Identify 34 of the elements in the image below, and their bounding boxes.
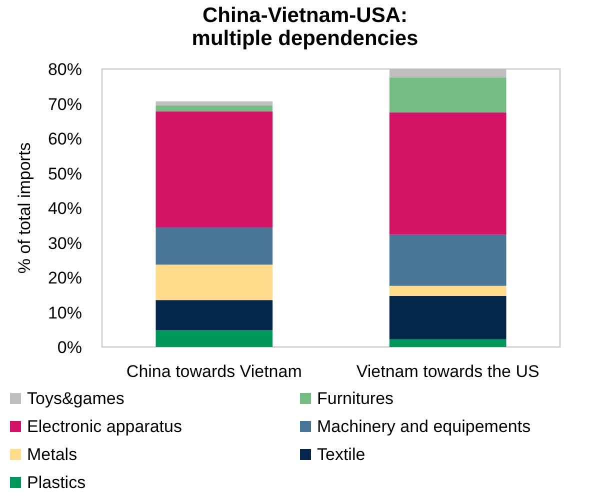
legend-label: Textile: [317, 445, 366, 464]
bar: [389, 77, 506, 112]
legend-label: Electronic apparatus: [27, 417, 182, 436]
bar: [156, 227, 273, 265]
bar: [389, 339, 506, 347]
bar: [156, 111, 273, 228]
bar: [156, 101, 273, 106]
y-tick-label: 70%: [48, 94, 82, 114]
bar: [389, 234, 506, 286]
legend-label: Metals: [27, 445, 78, 464]
legend-label: Plastics: [27, 473, 86, 492]
bar: [389, 112, 506, 235]
legend-label: Furnitures: [317, 389, 394, 408]
x-tick-label: Vietnam towards the US: [356, 362, 540, 381]
legend-label: Machinery and equipements: [317, 417, 531, 436]
x-tick-label: China towards Vietnam: [126, 362, 302, 381]
bar: [389, 296, 506, 340]
bar: [389, 69, 506, 78]
bar: [156, 330, 273, 347]
y-tick-label: 30%: [48, 234, 82, 253]
chart-title: China-Vietnam-USA: multiple dependencies: [192, 4, 418, 50]
y-tick-label: 10%: [48, 303, 82, 322]
bar: [156, 264, 273, 300]
bar: [389, 286, 506, 296]
y-tick-label: 0%: [57, 338, 82, 357]
y-tick-label: 40%: [48, 199, 82, 218]
y-tick-label: 20%: [48, 268, 82, 288]
bar: [156, 300, 273, 330]
bar: [156, 105, 273, 112]
y-axis-title: % of total imports: [15, 142, 34, 274]
y-tick-label: 60%: [48, 130, 82, 148]
y-tick-label: 80%: [48, 60, 82, 79]
y-tick-label: 50%: [48, 164, 82, 184]
legend-label: Toys&games: [27, 389, 124, 408]
